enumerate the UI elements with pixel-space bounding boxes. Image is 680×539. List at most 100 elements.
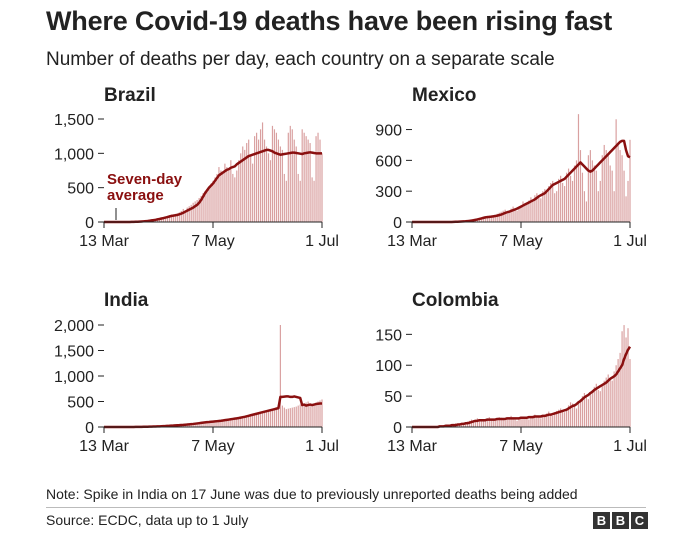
- bar: [575, 160, 578, 222]
- bar: [232, 173, 234, 222]
- bar: [595, 170, 597, 222]
- x-tick-label: 13 Mar: [79, 438, 129, 455]
- bar: [593, 165, 595, 222]
- bar: [621, 331, 623, 427]
- bar: [617, 144, 619, 222]
- bar: [540, 418, 542, 427]
- y-tick-label: 50: [384, 389, 402, 406]
- bar: [591, 389, 593, 427]
- bar: [522, 416, 524, 427]
- bar: [194, 201, 196, 222]
- bar: [506, 418, 508, 427]
- bar: [560, 408, 562, 427]
- bar: [516, 210, 518, 222]
- bar: [271, 125, 274, 222]
- bar: [240, 417, 242, 427]
- bar: [263, 139, 266, 222]
- bar: [617, 359, 619, 427]
- bar: [234, 418, 236, 427]
- bar: [484, 419, 486, 427]
- bar: [218, 420, 220, 428]
- bar: [486, 418, 488, 427]
- bar: [289, 408, 291, 427]
- bar: [299, 404, 301, 427]
- bar: [494, 420, 496, 427]
- bar: [283, 407, 285, 427]
- x-tick-label: 1 Jul: [613, 438, 647, 455]
- bar: [599, 180, 601, 222]
- bbc-logo-letter: B: [593, 512, 610, 529]
- source-text: Source: ECDC, data up to 1 July: [46, 512, 249, 528]
- bar: [601, 383, 603, 427]
- x-tick-label: 7 May: [499, 438, 543, 455]
- bar: [550, 182, 552, 222]
- bar: [514, 419, 516, 427]
- bar: [236, 418, 238, 427]
- bar: [573, 405, 576, 427]
- bar: [186, 207, 188, 222]
- bar: [569, 175, 572, 222]
- bar: [530, 197, 532, 222]
- bar: [520, 417, 522, 427]
- bar: [482, 216, 484, 222]
- bar: [206, 421, 208, 427]
- bar: [524, 203, 526, 222]
- bar: [259, 412, 262, 427]
- bar: [299, 180, 301, 222]
- bar: [202, 422, 204, 427]
- bar: [571, 180, 574, 222]
- bar: [321, 153, 323, 222]
- bar: [498, 212, 500, 222]
- y-tick-label: 0: [393, 215, 402, 232]
- panel-title-brazil: Brazil: [104, 85, 156, 106]
- bar: [212, 180, 214, 222]
- bar: [508, 417, 510, 427]
- bar: [279, 146, 281, 222]
- bar: [565, 408, 568, 427]
- annotation-line: Seven-day: [107, 171, 183, 188]
- bar: [500, 417, 502, 427]
- bar: [583, 393, 586, 427]
- x-tick-label: 7 May: [191, 438, 235, 455]
- bar: [502, 419, 504, 427]
- bar: [548, 186, 550, 222]
- bar: [301, 129, 303, 222]
- bar: [204, 191, 206, 222]
- bar: [504, 209, 506, 222]
- bar: [585, 201, 587, 222]
- bar: [548, 411, 550, 427]
- x-tick-label: 7 May: [499, 233, 543, 250]
- bar: [180, 211, 182, 222]
- bar: [273, 129, 276, 222]
- bar: [210, 183, 212, 222]
- bar: [554, 193, 556, 222]
- bar: [556, 410, 558, 427]
- bar: [277, 406, 279, 427]
- bar: [240, 153, 242, 222]
- bar: [244, 149, 246, 222]
- bar: [202, 193, 204, 222]
- bar: [250, 156, 252, 222]
- bar: [319, 139, 321, 222]
- bar: [192, 423, 194, 427]
- bar: [619, 352, 621, 427]
- y-tick-label: 500: [67, 181, 94, 198]
- bar: [254, 136, 256, 222]
- x-tick-label: 13 Mar: [387, 233, 437, 250]
- bar: [567, 405, 570, 427]
- bar: [534, 195, 536, 222]
- bar: [293, 407, 295, 427]
- bar: [224, 163, 226, 222]
- y-tick-label: 1,500: [54, 344, 94, 361]
- bar: [627, 180, 629, 222]
- bar: [289, 125, 291, 222]
- bar: [168, 215, 170, 222]
- bar: [496, 213, 498, 222]
- bar: [583, 191, 586, 222]
- bar: [315, 402, 317, 427]
- bar: [248, 139, 250, 222]
- bar: [194, 423, 196, 427]
- bar: [496, 418, 498, 427]
- bar: [238, 417, 240, 427]
- y-tick-label: 1,500: [54, 112, 94, 129]
